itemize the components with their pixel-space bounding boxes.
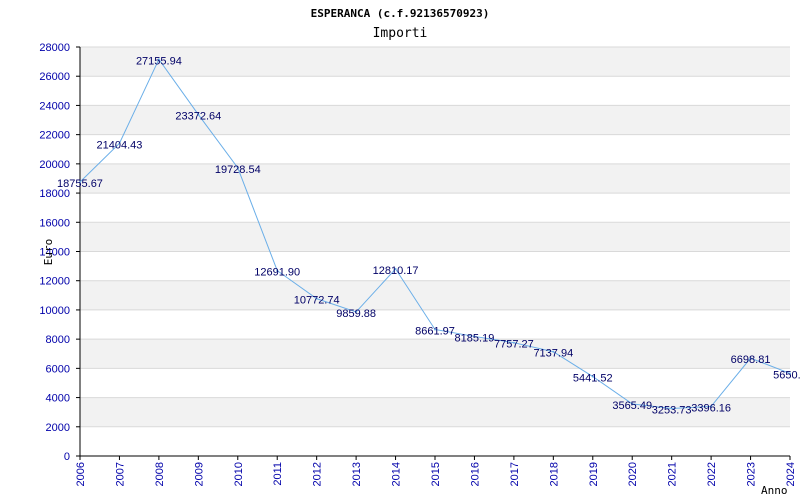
- x-tick-label: 2024: [785, 462, 797, 486]
- chart-subtitle: Importi: [373, 26, 428, 41]
- data-point: [591, 375, 594, 378]
- y-tick-label: 0: [64, 451, 70, 463]
- x-tick-label: 2014: [391, 462, 403, 486]
- x-axis-label: Anno: [761, 484, 788, 497]
- y-tick-label: 12000: [39, 276, 70, 288]
- data-point: [236, 166, 239, 169]
- data-label: 3396.16: [691, 402, 731, 414]
- data-point: [355, 310, 358, 313]
- data-point: [394, 267, 397, 270]
- data-point: [473, 335, 476, 338]
- x-tick-label: 2010: [233, 462, 245, 486]
- data-label: 5650.0: [773, 369, 800, 381]
- data-point: [79, 181, 81, 184]
- y-tick-label: 26000: [39, 71, 70, 83]
- x-tick-label: 2016: [469, 462, 481, 486]
- data-label: 8185.19: [455, 332, 495, 344]
- data-label: 27155.94: [136, 55, 182, 67]
- grid-band: [80, 222, 790, 252]
- data-label: 9859.88: [336, 308, 376, 320]
- x-tick-label: 2019: [588, 462, 600, 486]
- data-label: 23372.64: [175, 111, 221, 123]
- x-tick-label: 2017: [509, 462, 521, 486]
- data-point: [197, 113, 200, 116]
- x-tick-label: 2011: [272, 462, 284, 486]
- x-tick-label: 2007: [114, 462, 126, 486]
- data-point: [552, 350, 555, 353]
- y-tick-label: 14000: [39, 247, 70, 259]
- data-label: 12810.17: [373, 265, 419, 277]
- grid-lines: [80, 46, 790, 457]
- data-point: [315, 297, 318, 300]
- grid-band: [80, 280, 790, 310]
- data-point: [710, 405, 713, 408]
- data-label: 18755.67: [57, 178, 103, 190]
- y-tick-label: 2000: [46, 422, 70, 434]
- data-label: 10772.74: [294, 295, 340, 307]
- data-point: [157, 58, 160, 61]
- data-point: [749, 357, 752, 360]
- grid-bands: [80, 47, 790, 427]
- data-label: 12691.90: [254, 267, 300, 279]
- data-label: 3565.49: [612, 400, 652, 412]
- y-tick-label: 20000: [39, 159, 70, 171]
- data-labels: 18755.67 21404.43 27155.94 23372.64 19728.54…: [57, 55, 800, 416]
- x-tick-label: 2015: [430, 462, 442, 486]
- data-point: [434, 328, 436, 331]
- data-label: 5441.52: [573, 373, 613, 385]
- x-tick-label: 2021: [667, 462, 679, 486]
- x-tick-label: 2022: [706, 462, 718, 486]
- y-tick-label: 4000: [46, 393, 70, 405]
- grid-band: [80, 105, 790, 135]
- data-point: [118, 142, 121, 145]
- x-axis-ticks: 2006 2007 2008 2009 2010 2011 2012 2013 2014 2015…: [75, 456, 797, 486]
- data-label: 3253.73: [652, 404, 692, 416]
- series-line: [79, 58, 791, 410]
- data-label: 21404.43: [96, 139, 142, 151]
- y-tick-label: 18000: [39, 188, 70, 200]
- grid-band: [80, 47, 790, 77]
- y-tick-label: 24000: [39, 100, 70, 112]
- x-tick-label: 2008: [154, 462, 166, 486]
- grid-band: [80, 163, 790, 194]
- y-tick-label: 22000: [39, 130, 70, 142]
- data-label: 7137.94: [533, 348, 573, 360]
- x-tick-label: 2012: [312, 462, 324, 486]
- data-label: 7757.27: [494, 339, 534, 351]
- data-point: [512, 341, 515, 344]
- x-tick-label: 2023: [746, 462, 758, 486]
- y-axis-label: Euro: [42, 239, 55, 266]
- data-label: 19728.54: [215, 164, 261, 176]
- x-tick-label: 2013: [351, 462, 363, 486]
- chart-title: ESPERANCA (c.f.92136570923): [311, 7, 490, 20]
- x-tick-label: 2020: [627, 462, 639, 486]
- x-tick-label: 2009: [193, 462, 205, 486]
- data-label: 6698.81: [731, 354, 771, 366]
- grid-band: [80, 397, 790, 427]
- data-label: 8661.97: [415, 325, 455, 337]
- y-tick-label: 16000: [39, 217, 70, 229]
- y-tick-label: 8000: [46, 334, 70, 346]
- y-tick-label: 28000: [39, 42, 70, 54]
- data-point: [276, 269, 279, 272]
- y-axis-ticks: 0 2000 4000 6000 8000 10000 12000 14000 16000 180…: [39, 42, 80, 463]
- x-tick-label: 2006: [75, 462, 87, 486]
- y-tick-label: 6000: [46, 363, 70, 375]
- data-point: [670, 407, 673, 410]
- y-tick-label: 10000: [39, 305, 70, 317]
- data-point: [789, 372, 791, 375]
- data-point: [631, 402, 634, 405]
- x-tick-label: 2018: [548, 462, 560, 486]
- grid-band: [80, 339, 790, 369]
